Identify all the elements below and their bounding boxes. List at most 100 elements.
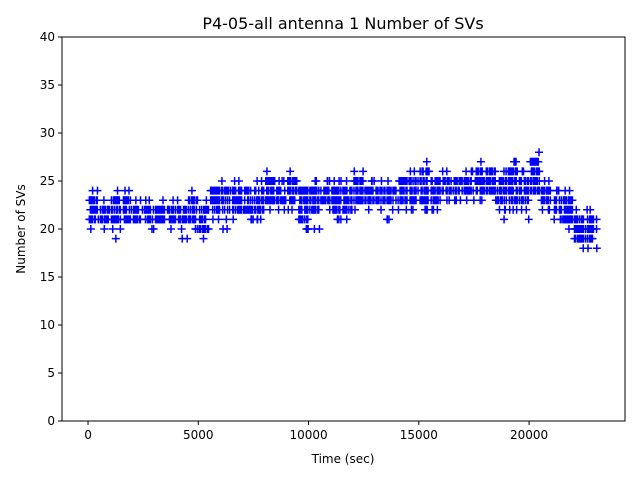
data-point bbox=[201, 215, 210, 224]
chart-title: P4-05-all antenna 1 Number of SVs bbox=[202, 14, 483, 33]
data-point bbox=[442, 196, 451, 205]
data-point bbox=[433, 205, 442, 214]
data-point bbox=[145, 196, 154, 205]
data-point bbox=[491, 167, 500, 176]
x-tick-label: 15000 bbox=[400, 428, 438, 442]
data-point bbox=[266, 205, 275, 214]
data-point bbox=[116, 225, 125, 233]
data-point bbox=[592, 225, 601, 233]
data-point bbox=[550, 215, 559, 224]
data-point bbox=[314, 205, 323, 214]
y-axis-label: Number of SVs bbox=[14, 184, 28, 273]
data-point bbox=[586, 205, 595, 214]
data-point bbox=[208, 215, 217, 224]
data-point bbox=[204, 225, 213, 233]
y-tick-label: 0 bbox=[47, 414, 55, 428]
data-point bbox=[229, 215, 238, 224]
x-axis-label: Time (sec) bbox=[311, 452, 375, 466]
data-point bbox=[274, 205, 283, 214]
data-point bbox=[422, 157, 431, 166]
data-point bbox=[544, 177, 553, 185]
data-point bbox=[406, 167, 415, 176]
data-point bbox=[394, 205, 403, 214]
data-point bbox=[323, 177, 332, 185]
data-point bbox=[99, 196, 108, 205]
data-point bbox=[187, 186, 196, 195]
data-point bbox=[358, 177, 367, 185]
x-tick-label: 10000 bbox=[289, 428, 327, 442]
data-point bbox=[217, 177, 226, 185]
data-point bbox=[367, 177, 376, 185]
data-point bbox=[108, 225, 117, 233]
data-point bbox=[383, 215, 392, 224]
data-point bbox=[534, 157, 543, 166]
data-point bbox=[377, 205, 386, 214]
data-point bbox=[100, 225, 109, 233]
data-point bbox=[476, 157, 485, 166]
data-point bbox=[350, 167, 359, 176]
data-point bbox=[121, 186, 130, 195]
data-point bbox=[530, 177, 539, 185]
x-tick-label: 5000 bbox=[183, 428, 214, 442]
data-point bbox=[93, 186, 102, 195]
data-point bbox=[113, 186, 122, 195]
data-point bbox=[177, 225, 186, 233]
data-point bbox=[173, 196, 182, 205]
y-tick-label: 30 bbox=[40, 126, 55, 140]
data-point bbox=[219, 225, 228, 233]
y-tick-label: 10 bbox=[40, 318, 55, 332]
data-point bbox=[584, 244, 593, 253]
data-point bbox=[565, 186, 574, 195]
y-tick-label: 15 bbox=[40, 270, 55, 284]
data-point bbox=[592, 215, 601, 224]
x-axis: 0 5000 10000 15000 20000 bbox=[84, 421, 548, 442]
y-tick-label: 5 bbox=[47, 366, 55, 380]
data-point bbox=[149, 225, 158, 233]
data-point bbox=[364, 205, 373, 214]
data-point bbox=[256, 215, 265, 224]
x-tick-label: 0 bbox=[84, 428, 92, 442]
data-point bbox=[234, 177, 243, 185]
y-tick-label: 20 bbox=[40, 222, 55, 236]
data-point bbox=[524, 215, 533, 224]
x-tick-label: 20000 bbox=[510, 428, 548, 442]
data-point bbox=[86, 225, 95, 233]
data-point bbox=[384, 177, 393, 185]
data-point bbox=[292, 177, 301, 185]
data-point bbox=[462, 196, 471, 205]
plot-frame bbox=[61, 36, 626, 422]
data-point bbox=[517, 205, 526, 214]
y-tick-label: 40 bbox=[40, 30, 55, 44]
data-point bbox=[518, 167, 527, 176]
data-point bbox=[312, 177, 321, 185]
data-point bbox=[183, 234, 192, 243]
data-point bbox=[535, 167, 544, 176]
data-point bbox=[452, 196, 461, 205]
data-point bbox=[315, 225, 324, 233]
data-point bbox=[330, 177, 339, 185]
y-tick-label: 25 bbox=[40, 174, 55, 188]
data-point bbox=[442, 167, 451, 176]
data-point bbox=[284, 205, 293, 214]
data-point bbox=[535, 148, 544, 157]
data-point bbox=[262, 167, 271, 176]
data-point bbox=[524, 196, 533, 205]
data-point bbox=[166, 225, 175, 233]
data-point bbox=[222, 215, 231, 224]
data-point bbox=[408, 205, 417, 214]
data-point bbox=[333, 215, 342, 224]
data-point bbox=[342, 177, 351, 185]
data-point bbox=[286, 167, 295, 176]
y-tick-label: 35 bbox=[40, 78, 55, 92]
data-point bbox=[303, 215, 312, 224]
data-point bbox=[588, 234, 597, 243]
y-axis: 0 5 10 15 20 25 30 35 40 bbox=[40, 30, 62, 428]
data-point bbox=[159, 196, 168, 205]
data-points bbox=[85, 148, 601, 253]
data-point bbox=[425, 167, 434, 176]
data-point bbox=[199, 234, 208, 243]
data-point bbox=[436, 196, 445, 205]
data-point bbox=[476, 196, 485, 205]
data-point bbox=[568, 196, 577, 205]
